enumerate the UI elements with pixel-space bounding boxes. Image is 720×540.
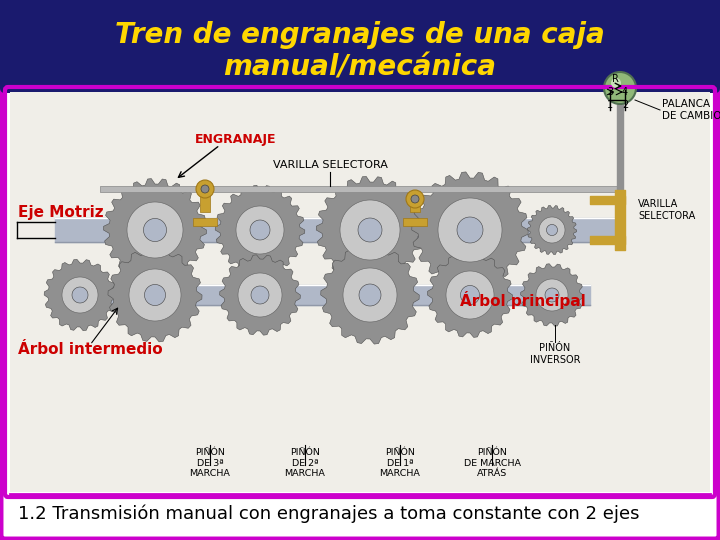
Polygon shape: [108, 248, 202, 342]
Polygon shape: [44, 259, 116, 330]
Polygon shape: [72, 287, 88, 303]
Circle shape: [406, 190, 424, 208]
Text: ENGRANAJE: ENGRANAJE: [195, 133, 276, 146]
Text: PIÑÓN
INVERSOR: PIÑÓN INVERSOR: [530, 343, 580, 364]
Polygon shape: [129, 269, 181, 321]
Text: VARILLA SELECTORA: VARILLA SELECTORA: [273, 160, 387, 170]
Text: PIÑÓN
DE MARCHA
ATRÁS: PIÑÓN DE MARCHA ATRÁS: [464, 448, 521, 478]
Polygon shape: [412, 172, 528, 288]
Polygon shape: [316, 177, 424, 284]
Text: PIÑÓN
DE 1ª
MARCHA: PIÑÓN DE 1ª MARCHA: [379, 448, 420, 478]
Text: Árbol intermedio: Árbol intermedio: [18, 342, 163, 357]
Text: 1: 1: [607, 100, 613, 110]
Text: Tren de engranajes de una caja: Tren de engranajes de una caja: [115, 21, 605, 49]
Text: 1.2 Transmisión manual con engranajes a toma constante con 2 ejes: 1.2 Transmisión manual con engranajes a …: [18, 505, 639, 523]
Polygon shape: [461, 286, 480, 305]
Polygon shape: [62, 277, 98, 313]
Text: VARILLA
SELECTORA: VARILLA SELECTORA: [638, 199, 696, 221]
Polygon shape: [536, 279, 568, 311]
Polygon shape: [359, 284, 381, 306]
Polygon shape: [539, 217, 565, 243]
Circle shape: [196, 180, 214, 198]
Polygon shape: [521, 264, 583, 326]
Polygon shape: [236, 206, 284, 254]
Circle shape: [611, 78, 621, 88]
Text: Eje Motriz: Eje Motriz: [18, 205, 104, 219]
Circle shape: [604, 72, 636, 104]
Text: Árbol principal: Árbol principal: [460, 291, 586, 309]
Circle shape: [411, 195, 419, 203]
Text: PIÑÓN
DE 2ª
MARCHA: PIÑÓN DE 2ª MARCHA: [284, 448, 325, 478]
Polygon shape: [428, 253, 513, 338]
Text: 2: 2: [622, 100, 628, 110]
Polygon shape: [438, 198, 502, 262]
Text: R: R: [611, 74, 618, 84]
Polygon shape: [446, 271, 494, 319]
Polygon shape: [215, 185, 305, 275]
Polygon shape: [145, 285, 166, 306]
Polygon shape: [104, 179, 207, 281]
Text: manual/mecánica: manual/mecánica: [223, 53, 497, 81]
Polygon shape: [127, 202, 183, 258]
Polygon shape: [546, 225, 557, 235]
Bar: [10, 92, 710, 492]
Polygon shape: [358, 218, 382, 242]
Polygon shape: [527, 205, 577, 254]
Polygon shape: [251, 286, 269, 304]
Bar: [5, 0, 715, 88]
Polygon shape: [457, 217, 483, 243]
Text: 4: 4: [622, 87, 628, 97]
FancyBboxPatch shape: [0, 0, 720, 93]
Polygon shape: [320, 246, 419, 344]
Polygon shape: [343, 268, 397, 322]
Text: 3: 3: [607, 87, 613, 97]
Text: PIÑÓN
DE 3ª
MARCHA: PIÑÓN DE 3ª MARCHA: [189, 448, 230, 478]
Text: PALANCA
DE CAMBIO: PALANCA DE CAMBIO: [662, 99, 720, 121]
Polygon shape: [143, 219, 166, 241]
Polygon shape: [238, 273, 282, 317]
Polygon shape: [340, 200, 400, 260]
Polygon shape: [250, 220, 270, 240]
Polygon shape: [545, 288, 559, 302]
Polygon shape: [220, 255, 300, 335]
Circle shape: [201, 185, 209, 193]
